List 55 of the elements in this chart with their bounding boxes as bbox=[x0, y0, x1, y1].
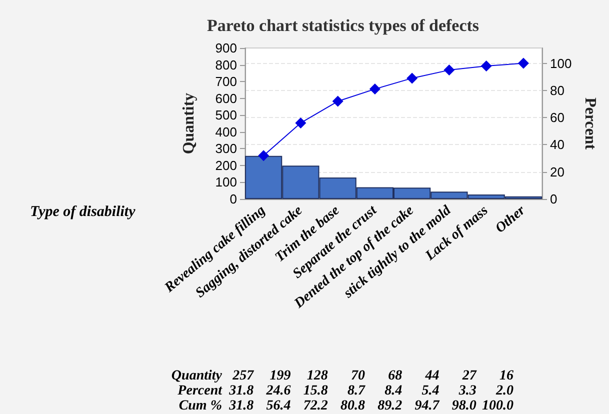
y2-tick-label: 20 bbox=[550, 164, 564, 180]
text: 27 bbox=[461, 368, 478, 384]
text: Cum % bbox=[178, 398, 222, 414]
y2-tick-label: 80 bbox=[550, 82, 564, 98]
text: 94.7 bbox=[414, 398, 440, 414]
text: 8.7 bbox=[347, 384, 366, 398]
y-axis-title: Quantity bbox=[180, 92, 198, 154]
y-tick-label: 300 bbox=[215, 141, 237, 156]
y2-tick-label: 100 bbox=[550, 56, 572, 71]
chart-title: Pareto chart statistics types of defects bbox=[206, 16, 480, 35]
text: 80.8 bbox=[340, 398, 365, 414]
y2-axis-title: Percent bbox=[582, 97, 598, 150]
text: 56.4 bbox=[266, 398, 291, 414]
text: 15.8 bbox=[303, 384, 328, 398]
point bbox=[258, 150, 270, 162]
point bbox=[518, 58, 529, 69]
text: 8.4 bbox=[384, 384, 402, 398]
text: Quantity bbox=[171, 368, 223, 384]
text: 2.0 bbox=[494, 384, 514, 398]
text: 257 bbox=[232, 368, 255, 384]
text: 44 bbox=[424, 368, 440, 384]
point bbox=[332, 96, 344, 107]
y-tick-label: 600 bbox=[215, 90, 237, 106]
text: 16 bbox=[499, 368, 514, 384]
text: 3.3 bbox=[458, 384, 476, 398]
y-tick-label: 800 bbox=[215, 57, 237, 72]
point bbox=[406, 72, 418, 84]
text: 72.2 bbox=[303, 398, 328, 414]
y-tick-label: 400 bbox=[215, 124, 237, 140]
text: 68 bbox=[388, 368, 402, 384]
y2-tick-label: 0 bbox=[550, 192, 558, 206]
x-axis-title: Type of disability bbox=[30, 204, 136, 220]
point bbox=[295, 117, 306, 128]
point bbox=[369, 84, 380, 95]
text: 31.8 bbox=[228, 398, 254, 414]
text: Percent bbox=[178, 384, 224, 398]
text: 70 bbox=[350, 368, 365, 384]
y-tick-label: 100 bbox=[215, 174, 237, 190]
text: 5.4 bbox=[422, 384, 440, 398]
y-tick-label: 0 bbox=[230, 192, 237, 206]
text: 89.2 bbox=[378, 398, 402, 414]
y-tick-label: 500 bbox=[215, 108, 237, 123]
text: 31.8 bbox=[228, 384, 254, 398]
point bbox=[444, 64, 455, 76]
point bbox=[480, 60, 492, 72]
text: 128 bbox=[306, 368, 328, 384]
y-tick-label: 700 bbox=[215, 74, 237, 90]
y2-tick-label: 40 bbox=[550, 137, 564, 152]
y-tick-label: 900 bbox=[215, 40, 237, 56]
text: 24.6 bbox=[265, 384, 291, 398]
text: 100.0 bbox=[482, 398, 514, 414]
text: 199 bbox=[270, 368, 291, 384]
y2-tick-label: 60 bbox=[550, 110, 564, 126]
text: 98.0 bbox=[452, 398, 476, 414]
y-tick-label: 200 bbox=[215, 158, 237, 173]
